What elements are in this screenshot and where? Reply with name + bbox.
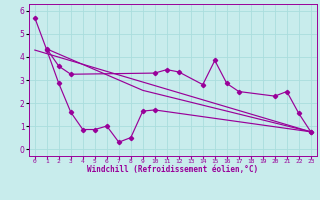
X-axis label: Windchill (Refroidissement éolien,°C): Windchill (Refroidissement éolien,°C) (87, 165, 258, 174)
